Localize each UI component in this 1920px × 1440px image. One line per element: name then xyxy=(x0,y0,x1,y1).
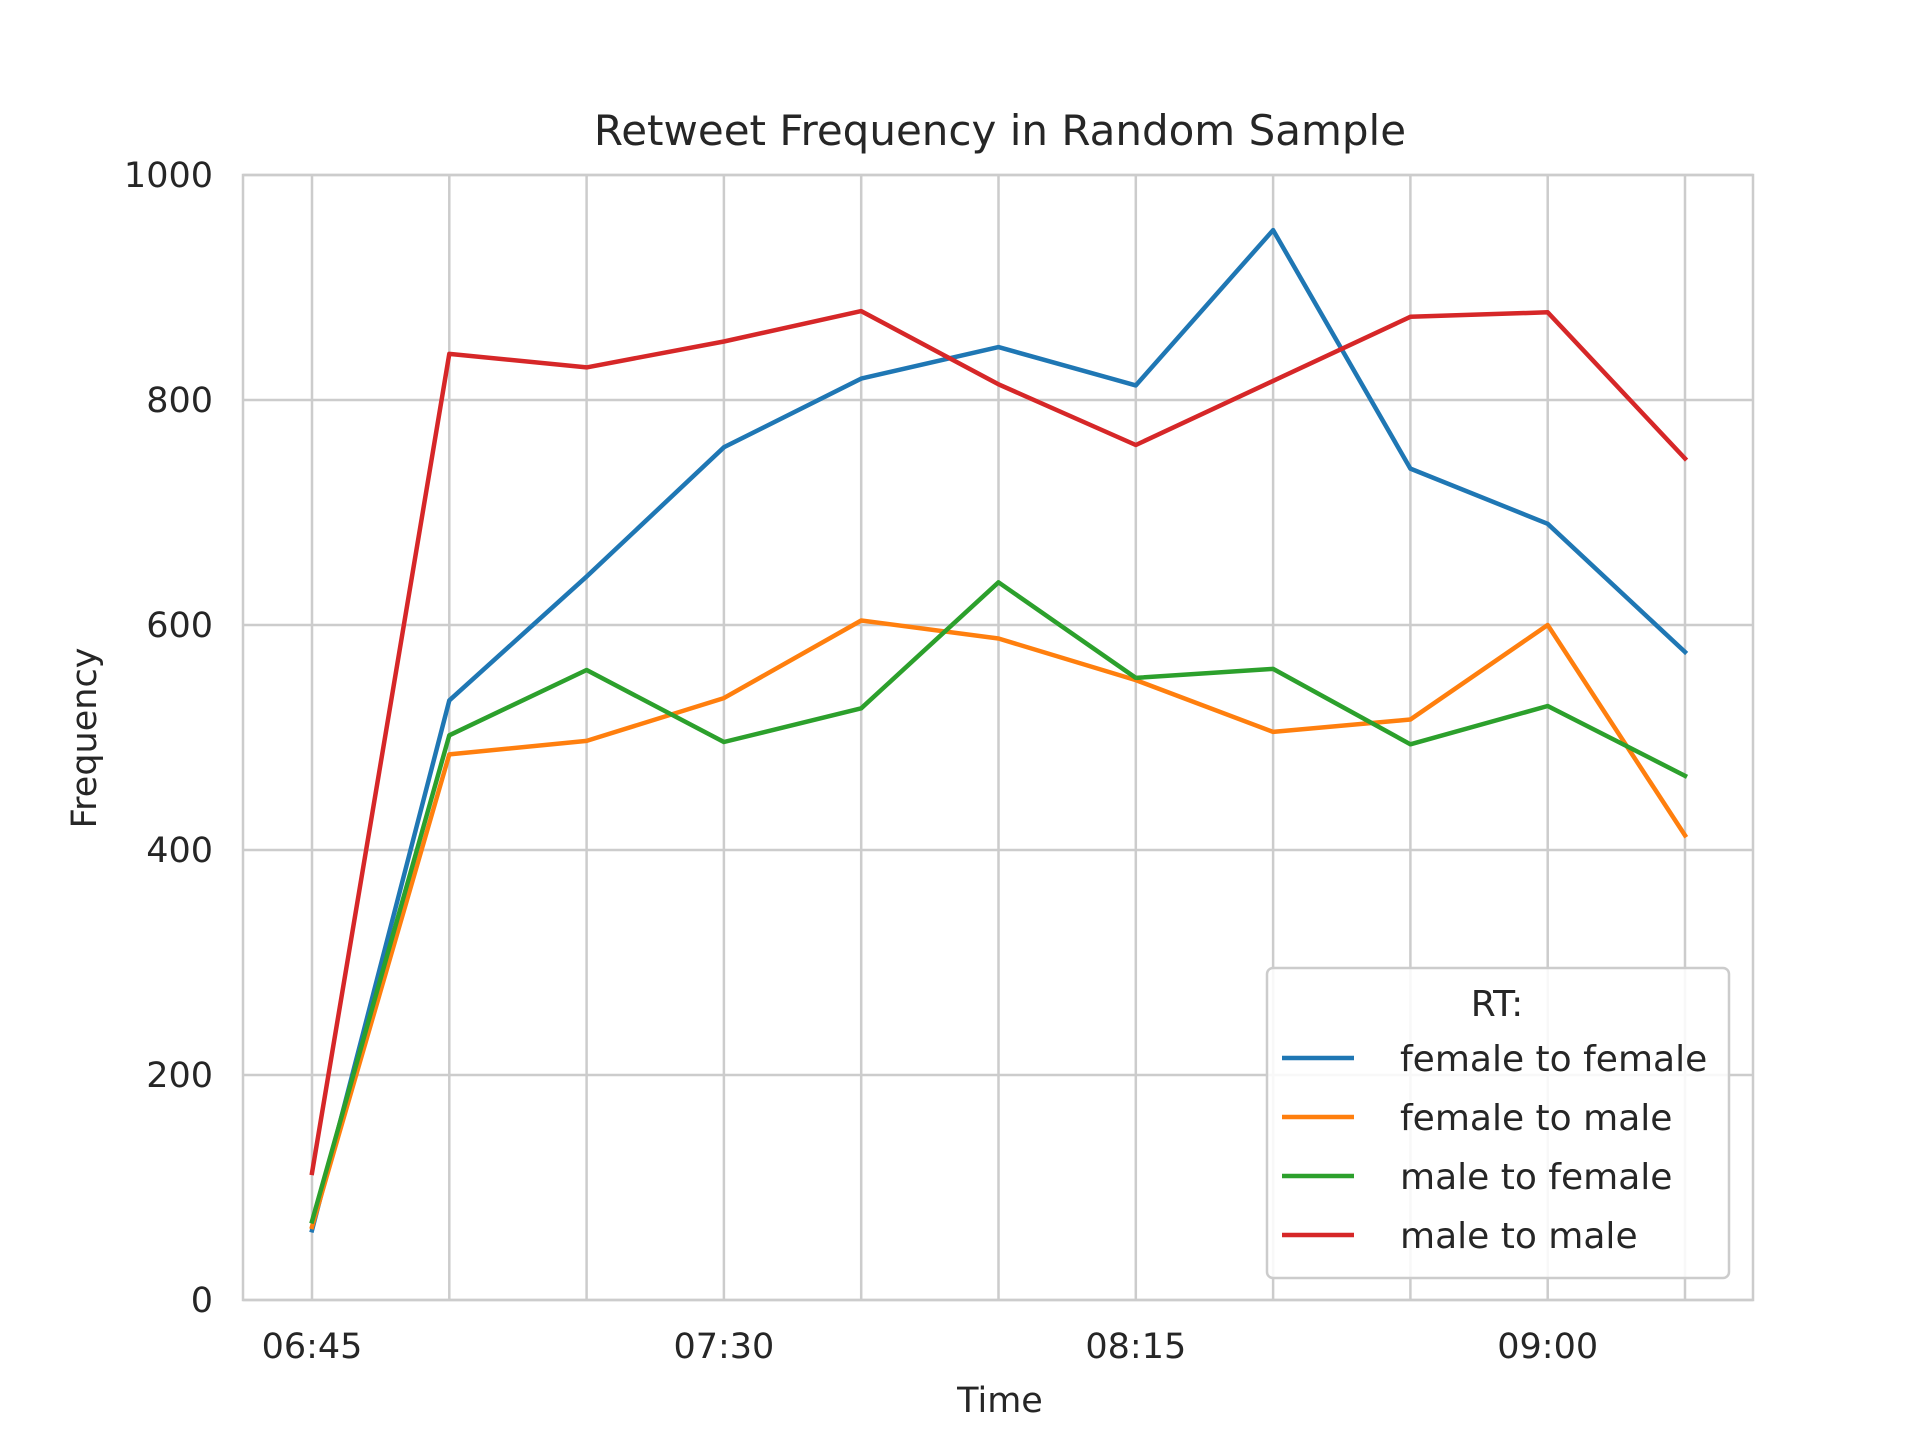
series-line-male-to-male xyxy=(309,308,1689,1176)
series-line-female-to-female xyxy=(309,227,1689,1234)
legend-box xyxy=(1265,966,1731,1280)
legend-label-male-to-male: male to male xyxy=(1400,1216,1638,1257)
axis-ticks: 0 200 400 600 800 1000 06:45 07:30 08:15 09:00 xyxy=(124,156,1598,1367)
y-tick-label: 800 xyxy=(146,381,213,421)
x-tick-label: 08:15 xyxy=(1085,1327,1186,1367)
plot-area-frame xyxy=(241,173,1755,1302)
legend-label-female-to-female: female to female xyxy=(1400,1039,1707,1080)
x-tick-label: 09:00 xyxy=(1497,1327,1598,1367)
y-tick-label: 200 xyxy=(146,1056,213,1096)
x-tick-label: 06:45 xyxy=(262,1327,363,1367)
legend: RT: female to female female to male male to… xyxy=(1265,966,1731,1280)
x-axis-label: Time xyxy=(956,1381,1043,1421)
series-lines xyxy=(309,227,1689,1234)
y-axis-label: Frequency xyxy=(65,648,105,829)
y-tick-label: 1000 xyxy=(124,156,213,196)
legend-label-male-to-female: male to female xyxy=(1400,1157,1672,1198)
legend-label-female-to-male: female to male xyxy=(1400,1098,1672,1139)
series-line-male-to-female xyxy=(309,580,1689,1225)
x-tick-label: 07:30 xyxy=(673,1327,774,1367)
y-tick-label: 400 xyxy=(146,831,213,871)
legend-title: RT: xyxy=(1471,984,1524,1025)
series-line-female-to-male xyxy=(309,618,1689,1230)
y-tick-label: 0 xyxy=(191,1281,213,1321)
chart-title: Retweet Frequency in Random Sample xyxy=(594,106,1406,155)
y-tick-label: 600 xyxy=(146,606,213,646)
